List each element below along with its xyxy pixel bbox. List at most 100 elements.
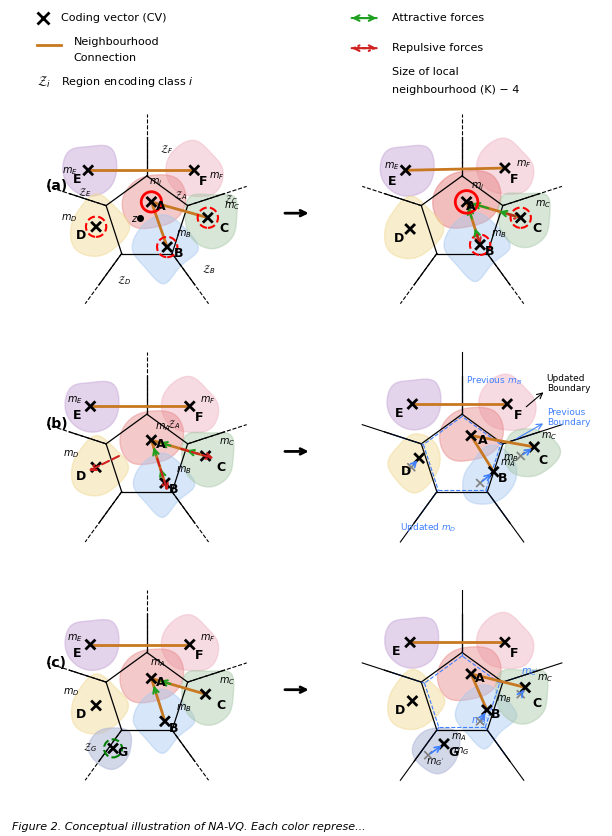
Text: E: E [388, 175, 397, 188]
Text: D: D [395, 704, 405, 716]
Polygon shape [496, 670, 548, 724]
Text: $m_D$: $m_D$ [63, 686, 79, 698]
Text: $m_E$: $m_E$ [62, 166, 78, 177]
Text: F: F [195, 650, 203, 662]
Text: $m_A$: $m_A$ [155, 421, 171, 433]
Text: D: D [76, 470, 86, 482]
Text: $m_C$: $m_C$ [223, 201, 240, 212]
Text: $m_E$: $m_E$ [384, 160, 400, 172]
Polygon shape [444, 212, 510, 282]
Text: $m_F$: $m_F$ [209, 170, 225, 181]
Text: $m_i$: $m_i$ [149, 176, 163, 188]
Text: $m_F$: $m_F$ [200, 632, 215, 644]
Text: $m_B$: $m_B$ [491, 227, 507, 240]
Text: $m_E$: $m_E$ [67, 394, 83, 405]
Text: F: F [510, 173, 518, 186]
Polygon shape [477, 613, 534, 669]
Polygon shape [463, 445, 517, 504]
Text: $\mathcal{Z}_G$: $\mathcal{Z}_G$ [83, 742, 97, 754]
Text: $m_A$: $m_A$ [151, 657, 166, 669]
Text: F: F [195, 411, 203, 424]
Text: $\mathcal{Z}_E$: $\mathcal{Z}_E$ [78, 186, 92, 199]
Text: (c): (c) [45, 655, 66, 670]
Text: $\mathcal{Z}_C$: $\mathcal{Z}_C$ [225, 193, 239, 206]
Text: $m_C$: $m_C$ [219, 436, 235, 448]
Polygon shape [388, 434, 440, 493]
Text: Connection: Connection [73, 54, 136, 64]
Text: Figure 2. Conceptual illustration of NA-VQ. Each color represe...: Figure 2. Conceptual illustration of NA-… [12, 822, 366, 832]
Text: $m_B$: $m_B$ [502, 452, 518, 464]
Text: $m_{G^{'}}$: $m_{G^{'}}$ [426, 757, 444, 768]
Text: $m_B$: $m_B$ [496, 693, 512, 705]
Polygon shape [387, 380, 441, 430]
Text: Updated $m_D$: Updated $m_D$ [400, 522, 457, 534]
Polygon shape [498, 193, 550, 247]
Text: E: E [395, 406, 403, 420]
Text: C: C [532, 696, 541, 710]
Text: A: A [155, 676, 165, 690]
Text: $m_F$: $m_F$ [200, 394, 215, 405]
Text: Previous $m_B$: Previous $m_B$ [466, 375, 521, 387]
Text: $m_{C^{'}}$: $m_{C^{'}}$ [521, 666, 539, 678]
Polygon shape [182, 432, 234, 487]
Text: C: C [532, 222, 541, 236]
Text: B: B [169, 721, 179, 735]
Text: Neighbourhood: Neighbourhood [73, 37, 159, 47]
Text: Previous
Boundary: Previous Boundary [547, 408, 590, 427]
Text: A: A [476, 672, 485, 685]
Text: $m_E$: $m_E$ [67, 632, 83, 644]
Text: C: C [539, 454, 548, 467]
Polygon shape [162, 614, 218, 670]
Text: E: E [392, 645, 401, 658]
Text: $m_i$: $m_i$ [471, 181, 485, 192]
Polygon shape [88, 728, 132, 769]
Polygon shape [120, 410, 184, 465]
Text: $m_F$: $m_F$ [517, 158, 532, 170]
Text: Repulsive forces: Repulsive forces [392, 43, 483, 54]
Text: Region encoding class $i$: Region encoding class $i$ [61, 75, 194, 89]
Text: E: E [73, 647, 81, 660]
Text: D: D [394, 232, 404, 244]
Polygon shape [380, 145, 434, 196]
Polygon shape [72, 436, 129, 496]
Text: C: C [219, 222, 228, 236]
Text: $m_C$: $m_C$ [537, 673, 553, 685]
Text: $\mathcal{Z}_A$: $\mathcal{Z}_A$ [174, 189, 187, 201]
Polygon shape [433, 171, 501, 228]
Text: $\mathcal{Z}_F$: $\mathcal{Z}_F$ [160, 144, 174, 156]
Text: F: F [514, 409, 523, 422]
Polygon shape [65, 381, 119, 432]
Polygon shape [477, 138, 534, 194]
Text: C: C [217, 461, 226, 474]
Polygon shape [133, 453, 195, 517]
Text: D: D [400, 466, 411, 478]
Text: F: F [510, 647, 518, 660]
Text: B: B [484, 245, 494, 258]
Polygon shape [133, 690, 195, 753]
Text: B: B [498, 472, 507, 485]
Polygon shape [384, 196, 444, 258]
Text: C: C [217, 699, 226, 712]
Text: $\mathcal{Z}_B$: $\mathcal{Z}_B$ [202, 263, 216, 276]
Text: Attractive forces: Attractive forces [392, 13, 484, 23]
Text: $m_A$: $m_A$ [501, 457, 516, 469]
Text: B: B [174, 247, 183, 260]
Polygon shape [65, 619, 119, 670]
Polygon shape [479, 375, 536, 431]
Polygon shape [72, 674, 129, 734]
Text: G: G [448, 747, 458, 759]
Text: $m_C$: $m_C$ [536, 198, 551, 210]
Text: $\mathcal{Z}_A$: $\mathcal{Z}_A$ [167, 418, 181, 431]
Text: $m_G$: $m_G$ [453, 745, 469, 757]
Text: D: D [76, 708, 86, 721]
Polygon shape [122, 175, 186, 228]
Text: E: E [73, 409, 81, 422]
Text: A: A [155, 438, 165, 451]
Text: (a): (a) [45, 179, 67, 193]
Text: $m_D$: $m_D$ [61, 212, 77, 223]
Text: $m_C$: $m_C$ [219, 675, 235, 686]
Text: B: B [169, 483, 179, 497]
Polygon shape [455, 685, 517, 749]
Text: $m_B$: $m_B$ [176, 228, 192, 240]
Polygon shape [162, 376, 218, 432]
